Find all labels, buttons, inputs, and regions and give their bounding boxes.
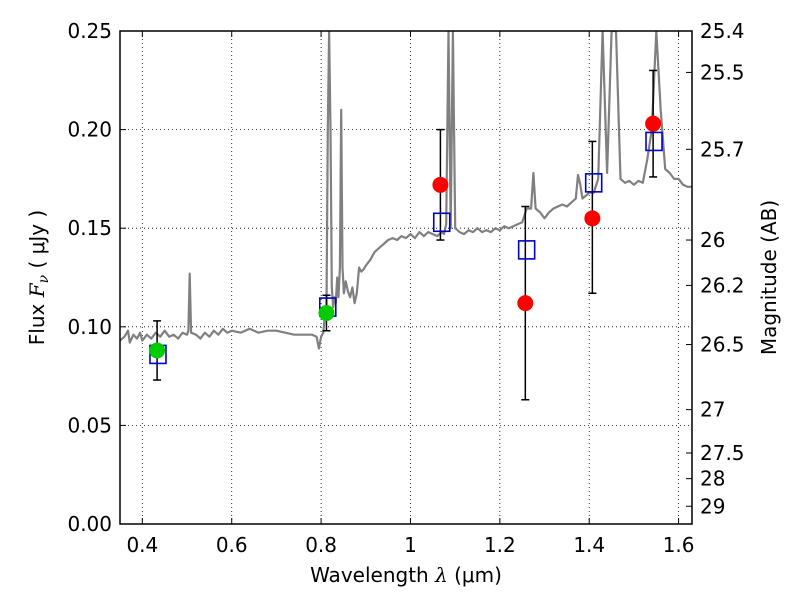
x-tick-label: 0.6 [216,533,248,557]
red-data-point [432,176,449,193]
plot-frame [119,30,693,525]
x-tick-label: 0.8 [305,533,337,557]
y2-tick-label: 25.4 [700,19,745,43]
x-tick-label: 1 [404,533,417,557]
y2-tick-label: 26.5 [700,333,745,357]
spectrum-line [120,31,692,350]
x-tick-label: 1.4 [573,533,605,557]
model-square-marker [517,240,536,260]
x-axis-label: Wavelength λ (μm) [310,563,502,587]
green-data-point [149,342,166,359]
y2-tick-label: 27 [700,398,725,422]
grid [120,31,692,524]
y2-tick-label: 29 [700,494,725,518]
y-tick-label: 0.05 [67,413,112,437]
x-tick-label: 1.2 [484,533,516,557]
y-tick-label: 0.10 [67,315,112,339]
model-square-marker [432,212,451,233]
y-tick-label: 0.00 [67,512,112,536]
y2-tick-label: 26 [700,228,725,252]
model-square-marker [645,131,663,152]
red-data-point [584,210,601,227]
model-square-marker [584,173,603,193]
axis-ticks [120,30,692,525]
y-axis-label: Flux Fν ( μJy ) [25,210,52,345]
y2-axis-label: Magnitude (AB) [757,200,781,355]
red-data-point [645,115,662,132]
y2-tick-label: 25.5 [700,60,745,84]
y-tick-label: 0.20 [67,118,112,142]
y2-tick-label: 28 [700,467,725,491]
y2-tick-label: 26.2 [700,273,745,297]
red-data-point [517,295,534,312]
x-tick-label: 1.6 [663,533,695,557]
y2-tick-label: 25.7 [700,137,745,161]
y2-tick-label: 27.5 [700,441,745,465]
tick-labels: 0.4 0.6 0.8 1 1.2 1.4 1.6 0.00 0.05 0.10 0.15 0.20 0… [67,19,744,557]
y-tick-label: 0.25 [67,19,112,43]
y-tick-label: 0.15 [67,216,112,240]
green-data-point [318,304,335,321]
photometry-markers [149,115,663,365]
spectrum [120,31,692,350]
x-tick-label: 0.4 [126,533,158,557]
error-bars [153,69,658,401]
